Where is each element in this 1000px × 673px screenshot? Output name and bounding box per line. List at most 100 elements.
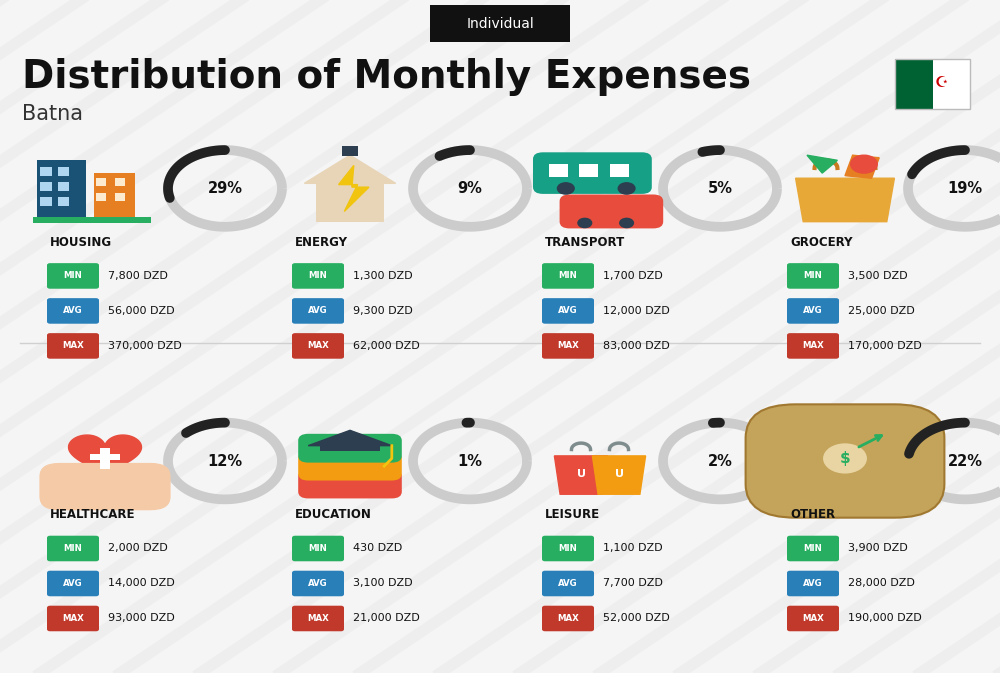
Bar	[58, 197, 69, 207]
Text: AVG: AVG	[308, 306, 328, 316]
FancyBboxPatch shape	[47, 298, 99, 324]
Text: AVG: AVG	[803, 579, 823, 588]
FancyBboxPatch shape	[292, 536, 344, 561]
Text: 1%: 1%	[458, 454, 482, 468]
Text: EDUCATION: EDUCATION	[295, 508, 372, 522]
FancyBboxPatch shape	[292, 571, 344, 596]
Text: MIN: MIN	[804, 271, 822, 281]
Text: 29%: 29%	[207, 181, 242, 196]
Text: ☪: ☪	[935, 75, 948, 90]
FancyBboxPatch shape	[298, 470, 402, 499]
Text: HEALTHCARE: HEALTHCARE	[50, 508, 136, 522]
Text: 14,000 DZD: 14,000 DZD	[108, 579, 175, 588]
Text: 56,000 DZD: 56,000 DZD	[108, 306, 175, 316]
FancyBboxPatch shape	[533, 152, 652, 194]
Text: 25,000 DZD: 25,000 DZD	[848, 306, 915, 316]
Text: MAX: MAX	[307, 614, 329, 623]
Bar	[115, 178, 125, 186]
Bar	[90, 454, 120, 460]
Text: 5%: 5%	[708, 181, 732, 196]
Bar	[115, 193, 125, 201]
FancyBboxPatch shape	[560, 194, 663, 228]
Circle shape	[557, 183, 574, 194]
Bar	[37, 160, 86, 221]
FancyBboxPatch shape	[542, 333, 594, 359]
FancyBboxPatch shape	[47, 536, 99, 561]
Text: 190,000 DZD: 190,000 DZD	[848, 614, 922, 623]
Bar	[40, 197, 52, 207]
Text: 3,500 DZD: 3,500 DZD	[848, 271, 908, 281]
Text: 9%: 9%	[458, 181, 482, 196]
Text: AVG: AVG	[803, 306, 823, 316]
Bar	[33, 217, 151, 223]
FancyBboxPatch shape	[292, 263, 344, 289]
Bar	[40, 167, 52, 176]
Polygon shape	[592, 456, 646, 494]
Bar	[579, 164, 598, 177]
Text: Individual: Individual	[466, 17, 534, 30]
Text: HOUSING: HOUSING	[50, 236, 112, 249]
Text: 12,000 DZD: 12,000 DZD	[603, 306, 670, 316]
Circle shape	[851, 155, 877, 173]
Text: MIN: MIN	[559, 544, 577, 553]
FancyBboxPatch shape	[430, 5, 570, 42]
Text: MAX: MAX	[802, 614, 824, 623]
FancyBboxPatch shape	[787, 263, 839, 289]
Polygon shape	[796, 178, 894, 221]
Text: 93,000 DZD: 93,000 DZD	[108, 614, 175, 623]
Bar	[342, 146, 358, 157]
FancyBboxPatch shape	[47, 333, 99, 359]
Text: U: U	[615, 469, 624, 479]
Polygon shape	[308, 430, 392, 446]
Text: MIN: MIN	[64, 271, 82, 281]
Text: 170,000 DZD: 170,000 DZD	[848, 341, 922, 351]
FancyBboxPatch shape	[542, 571, 594, 596]
Bar	[895, 59, 970, 109]
Circle shape	[578, 218, 592, 227]
Text: 83,000 DZD: 83,000 DZD	[603, 341, 670, 351]
Text: 370,000 DZD: 370,000 DZD	[108, 341, 182, 351]
Text: 2%: 2%	[708, 454, 732, 468]
Text: 3,100 DZD: 3,100 DZD	[353, 579, 413, 588]
Text: 7,700 DZD: 7,700 DZD	[603, 579, 663, 588]
Bar	[895, 59, 932, 109]
Text: 430 DZD: 430 DZD	[353, 544, 402, 553]
Text: MAX: MAX	[557, 341, 579, 351]
Text: TRANSPORT: TRANSPORT	[545, 236, 625, 249]
FancyBboxPatch shape	[47, 571, 99, 596]
Text: 19%: 19%	[947, 181, 983, 196]
FancyBboxPatch shape	[298, 434, 402, 462]
FancyBboxPatch shape	[787, 606, 839, 631]
Bar	[96, 178, 106, 186]
Text: MAX: MAX	[307, 341, 329, 351]
Text: 62,000 DZD: 62,000 DZD	[353, 341, 420, 351]
Text: Distribution of Monthly Expenses: Distribution of Monthly Expenses	[22, 59, 751, 96]
FancyBboxPatch shape	[292, 333, 344, 359]
Polygon shape	[554, 456, 608, 494]
Polygon shape	[845, 155, 879, 178]
Bar	[549, 164, 568, 177]
FancyBboxPatch shape	[542, 298, 594, 324]
Text: MIN: MIN	[804, 544, 822, 553]
Text: GROCERY: GROCERY	[790, 236, 852, 249]
Polygon shape	[304, 155, 396, 183]
Bar	[94, 173, 135, 221]
Bar	[610, 164, 629, 177]
Text: 22%: 22%	[948, 454, 983, 468]
Bar	[932, 59, 970, 109]
FancyBboxPatch shape	[292, 298, 344, 324]
FancyBboxPatch shape	[787, 333, 839, 359]
Text: 12%: 12%	[207, 454, 243, 468]
Text: 1,300 DZD: 1,300 DZD	[353, 271, 413, 281]
Circle shape	[824, 444, 866, 472]
Bar	[100, 448, 110, 468]
Text: OTHER: OTHER	[790, 508, 835, 522]
Bar	[316, 182, 384, 221]
Text: 28,000 DZD: 28,000 DZD	[848, 579, 915, 588]
Text: AVG: AVG	[63, 306, 83, 316]
Circle shape	[620, 218, 633, 227]
Text: 1,700 DZD: 1,700 DZD	[603, 271, 663, 281]
Text: 7,800 DZD: 7,800 DZD	[108, 271, 168, 281]
FancyBboxPatch shape	[542, 536, 594, 561]
Text: 2,000 DZD: 2,000 DZD	[108, 544, 168, 553]
